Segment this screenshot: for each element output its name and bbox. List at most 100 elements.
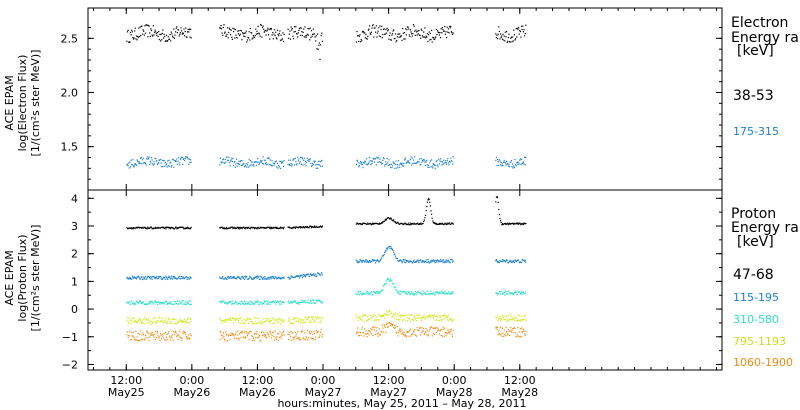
data-point: [132, 165, 135, 167]
data-point: [241, 39, 243, 41]
data-point: [288, 33, 290, 35]
data-point: [391, 324, 393, 326]
data-point: [440, 158, 442, 160]
data-point: [255, 164, 257, 166]
data-point: [127, 278, 129, 280]
data-point: [282, 332, 284, 334]
data-point: [289, 303, 291, 305]
data-point: [361, 161, 363, 163]
data-point: [385, 163, 388, 165]
data-point: [270, 319, 273, 321]
data-point: [152, 318, 154, 320]
data-point: [235, 163, 237, 165]
data-point: [297, 275, 299, 278]
data-point: [310, 227, 313, 229]
data-point: [256, 317, 258, 319]
data-point: [499, 38, 501, 40]
data-point: [221, 277, 223, 279]
data-point: [283, 302, 285, 304]
data-point: [266, 319, 268, 322]
data-point: [243, 278, 245, 280]
data-point: [500, 33, 502, 35]
data-point: [426, 164, 428, 166]
data-point: [225, 277, 227, 279]
data-point: [178, 35, 180, 37]
data-point: [266, 301, 268, 303]
data-point: [171, 33, 173, 35]
data-point: [255, 161, 257, 163]
data-point: [372, 160, 374, 162]
data-point: [369, 32, 371, 34]
data-point: [431, 29, 433, 32]
data-point: [424, 37, 427, 39]
data-point: [269, 38, 271, 40]
data-point: [426, 330, 428, 332]
data-point: [315, 226, 317, 228]
data-point: [161, 32, 163, 34]
data-point: [153, 31, 156, 33]
data-point: [252, 278, 254, 280]
data-point: [503, 335, 505, 337]
data-point: [396, 332, 398, 334]
data-point: [237, 302, 239, 304]
data-point: [223, 24, 225, 26]
data-point: [449, 27, 451, 29]
data-point: [372, 24, 374, 26]
data-point: [364, 37, 366, 39]
data-point: [420, 292, 422, 294]
data-point: [220, 301, 222, 303]
data-point: [520, 293, 522, 295]
data-point: [170, 303, 172, 305]
data-point: [292, 301, 295, 303]
data-point: [180, 157, 182, 159]
data-point: [406, 161, 409, 163]
data-point: [290, 321, 292, 323]
data-point: [224, 278, 226, 280]
data-point: [521, 293, 523, 295]
data-point: [440, 292, 442, 294]
data-point: [190, 317, 192, 319]
data-point: [430, 261, 432, 263]
data-point: [168, 303, 171, 305]
data-point: [140, 319, 142, 321]
data-point: [155, 31, 157, 33]
data-point: [242, 163, 244, 165]
data-point: [523, 163, 525, 165]
data-point: [156, 227, 159, 229]
data-point: [281, 333, 283, 335]
data-point: [405, 291, 407, 293]
data-point: [498, 208, 500, 211]
data-point: [403, 38, 405, 40]
data-point: [391, 248, 394, 250]
data-point: [166, 322, 168, 324]
data-point: [136, 226, 138, 228]
data-point: [319, 161, 321, 163]
data-point: [361, 259, 363, 262]
data-point: [356, 316, 358, 318]
data-point: [149, 163, 151, 165]
data-point: [514, 317, 516, 319]
data-point: [298, 226, 301, 228]
data-point: [405, 262, 407, 264]
data-point: [373, 161, 375, 163]
data-point: [282, 160, 284, 163]
data-point: [267, 34, 270, 36]
y-tick-label: −2: [62, 358, 78, 371]
data-point: [521, 327, 523, 329]
data-point: [234, 166, 236, 168]
proton-legend-title-2: Energy ran: [731, 220, 800, 236]
data-point: [168, 165, 171, 167]
data-point: [393, 251, 395, 253]
data-point: [157, 35, 159, 37]
electron-series-38-53: [126, 23, 527, 60]
data-point: [254, 277, 256, 280]
data-point: [376, 32, 379, 34]
data-point: [141, 276, 143, 278]
data-point: [175, 330, 177, 332]
data-point: [430, 166, 432, 168]
data-point: [313, 225, 316, 227]
data-point: [249, 331, 251, 333]
data-point: [519, 291, 521, 293]
data-point: [256, 30, 258, 32]
data-point: [516, 318, 518, 320]
